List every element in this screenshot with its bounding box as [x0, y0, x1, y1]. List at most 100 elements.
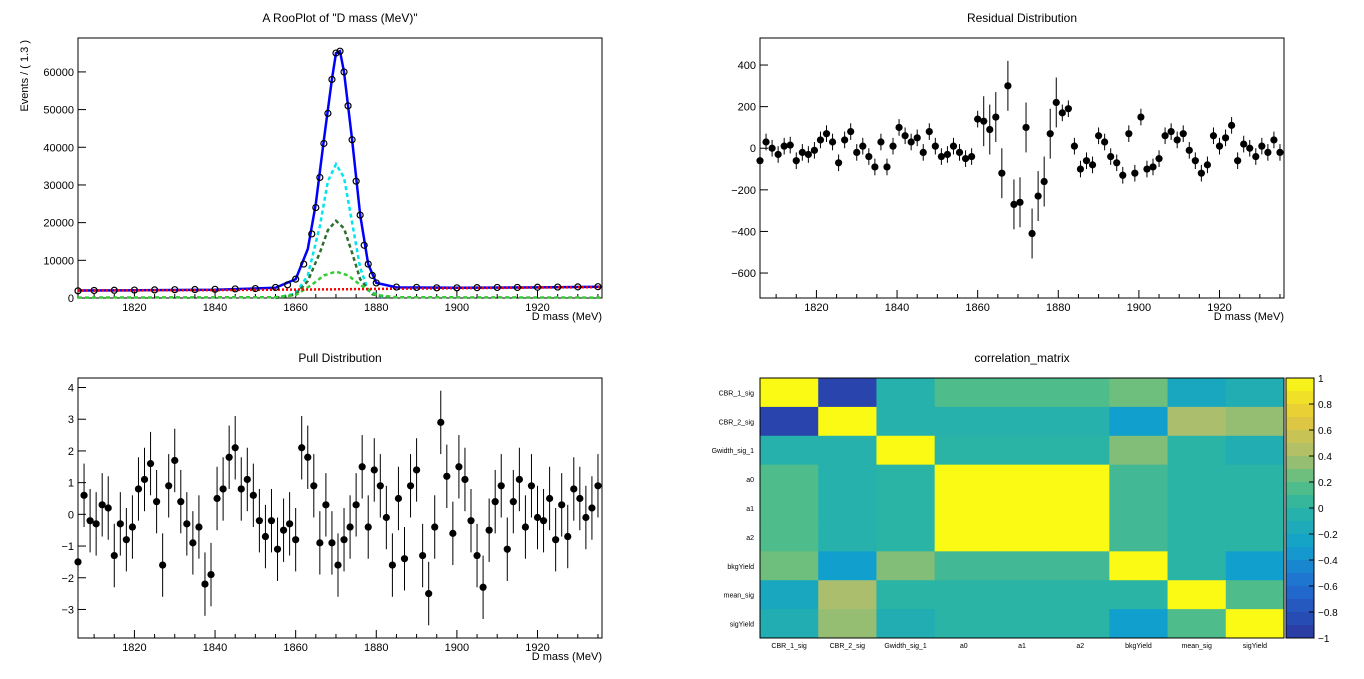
- residual-data-point: [1016, 198, 1024, 206]
- pull-data-point: [491, 498, 499, 506]
- pull-data-point: [279, 526, 288, 534]
- heatmap-cell: [1109, 378, 1169, 408]
- heatmap-cell: [818, 378, 877, 408]
- colorbar-segment: [1286, 378, 1314, 392]
- residual-data-point: [974, 115, 982, 123]
- pull-data-point: [412, 466, 421, 474]
- residual-data-point: [1215, 142, 1224, 150]
- heatmap-cell: [760, 580, 819, 610]
- pull-data-point: [189, 539, 197, 547]
- heatmap-cell: [876, 551, 936, 581]
- pull-data-point: [479, 583, 487, 591]
- residual-data-point: [1022, 123, 1030, 132]
- pull-data-point: [98, 501, 106, 509]
- residual-data-point: [937, 152, 945, 161]
- fit-data-point: [412, 283, 421, 292]
- residual-data-point: [853, 148, 861, 156]
- residual-data-point: [998, 169, 1006, 177]
- heatmap-xlabel: a2: [1076, 643, 1084, 650]
- residual-data-point: [798, 148, 806, 156]
- fit-data-point: [340, 68, 348, 76]
- heatmap-cell: [876, 464, 936, 495]
- heatmap-cell: [992, 464, 1052, 495]
- heatmap-cell: [934, 493, 994, 523]
- residual-data-point: [968, 152, 976, 161]
- heatmap-cell: [1051, 406, 1110, 437]
- heatmap-cell: [1109, 522, 1169, 552]
- heatmap-cell: [1225, 378, 1285, 408]
- pull-data-point: [195, 523, 203, 531]
- heatmap-cell: [1167, 378, 1227, 408]
- pull-ytick-label: −1: [61, 541, 74, 553]
- fit-ytick-label: 40000: [43, 142, 74, 154]
- pull-data-point: [286, 520, 294, 528]
- heatmap-cell: [1225, 406, 1285, 437]
- pull-data-point: [400, 555, 409, 563]
- residual-xtick-label: 1860: [965, 302, 989, 314]
- pull-data-point: [310, 482, 318, 490]
- fit-data-point: [292, 275, 300, 283]
- pull-data-point: [298, 444, 306, 452]
- pull-data-point: [322, 501, 330, 509]
- pull-data-point: [116, 520, 124, 528]
- pull-data-point: [249, 491, 257, 499]
- colorbar-segment: [1286, 508, 1314, 522]
- colorbar-segment: [1286, 547, 1314, 561]
- residual-data-point: [1010, 200, 1018, 208]
- heatmap-cell: [934, 378, 994, 408]
- heatmap-cell: [1051, 464, 1110, 495]
- pull-data-point: [382, 513, 390, 522]
- fit-ytick-label: 0: [68, 293, 74, 305]
- pull-data-point: [340, 536, 348, 544]
- pull-data-point: [539, 517, 548, 525]
- pull-plot-xlabel: D mass (MeV): [532, 651, 602, 663]
- pull-data-point: [183, 520, 191, 528]
- heatmap-cell: [1109, 493, 1169, 523]
- residual-data-point: [943, 150, 952, 159]
- heatmap-cell: [992, 609, 1052, 639]
- residual-data-point: [955, 148, 964, 156]
- pull-xtick-label: 1920: [525, 642, 549, 654]
- pull-data-point: [207, 570, 215, 579]
- pull-data-point: [370, 466, 378, 474]
- fit-data-point: [493, 283, 501, 292]
- pull-data-point: [122, 536, 130, 544]
- pull-ytick-label: 2: [68, 446, 74, 458]
- pull-data-point: [104, 504, 112, 512]
- pull-data-point: [261, 532, 270, 541]
- heatmap-cell: [818, 522, 877, 552]
- fit-data-point: [271, 283, 280, 292]
- pull-data-point: [533, 513, 542, 522]
- residual-data-point: [931, 142, 939, 150]
- fit-xtick-label: 1840: [203, 302, 227, 314]
- residual-data-point: [901, 132, 909, 140]
- pull-data-point: [201, 580, 209, 588]
- colorbar-tick-label: 0: [1318, 504, 1324, 515]
- residual-data-point: [1137, 113, 1145, 121]
- residual-data-point: [847, 128, 855, 136]
- residual-data-point: [1246, 144, 1254, 152]
- fit-plot-ylabel: Events / ( 1.3 ): [19, 40, 31, 112]
- pull-plot-title: Pull Distribution: [298, 351, 381, 365]
- heatmap-cell: [1167, 551, 1227, 581]
- fit-data-point: [130, 286, 139, 294]
- residual-data-point: [913, 134, 921, 142]
- residual-data-point: [1264, 148, 1272, 156]
- heatmap-ylabel: sigYield: [730, 622, 754, 629]
- pull-ytick-label: 1: [68, 478, 74, 490]
- heatmap-cell: [818, 435, 877, 466]
- residual-data-point: [756, 157, 764, 165]
- pull-data-point: [304, 453, 312, 461]
- pull-data-point: [564, 532, 572, 541]
- residual-data-point: [1228, 121, 1236, 129]
- fit-data-point: [513, 283, 521, 292]
- pull-frame: [77, 377, 603, 639]
- fit-series-line: [77, 49, 603, 292]
- residual-data-point: [1167, 128, 1175, 136]
- heatmap-cell: [1109, 551, 1169, 581]
- fit-data-point: [453, 284, 461, 292]
- fit-ytick-label: 60000: [43, 67, 74, 79]
- colorbar-tick-label: 0.6: [1318, 426, 1332, 437]
- pull-data-point: [515, 475, 523, 484]
